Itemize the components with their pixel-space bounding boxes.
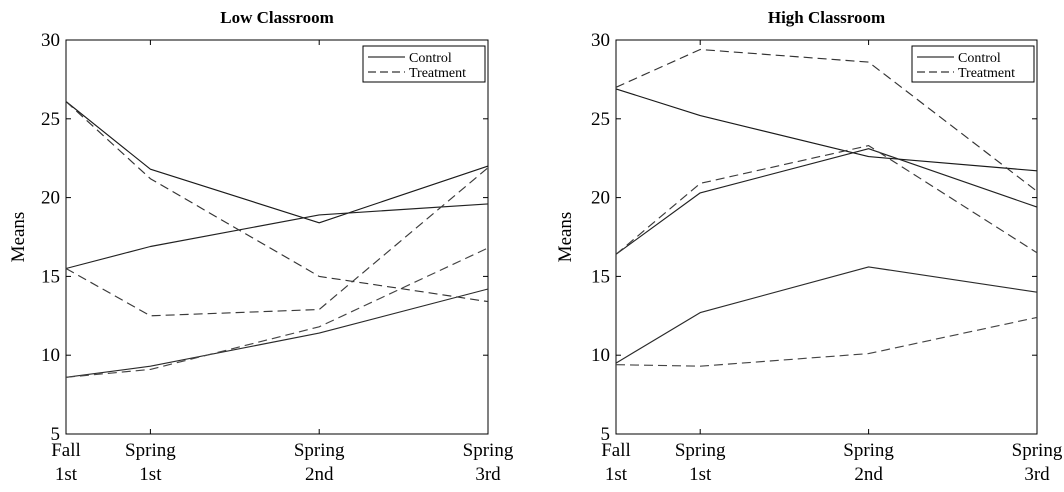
x-tick-label-line1: Spring <box>463 440 514 461</box>
y-tick-label: 25 <box>41 109 60 130</box>
y-tick-label: 15 <box>41 266 60 287</box>
series-line-control-1 <box>65 101 489 224</box>
x-tick-label-line1: Fall <box>601 440 631 461</box>
plot-frame <box>65 39 489 435</box>
series-line-treatment-6 <box>615 316 1038 367</box>
x-tick-label-line2: 1st <box>605 464 628 485</box>
y-tick-label: 5 <box>601 424 611 445</box>
legend-box <box>911 45 1035 83</box>
y-axis-label: Means <box>8 212 29 263</box>
legend-label-treatment: Treatment <box>958 66 1015 81</box>
y-axis-label: Means <box>555 212 576 263</box>
x-tick-label-line1: Spring <box>125 440 176 461</box>
x-tick-label-line1: Spring <box>294 440 345 461</box>
y-tick-label: 15 <box>591 266 610 287</box>
series-line-treatment-5 <box>615 145 1038 255</box>
y-tick-label: 10 <box>591 345 610 366</box>
y-tick-label: 30 <box>41 30 60 51</box>
x-tick-label-line2: 1st <box>689 464 712 485</box>
y-tick-label: 5 <box>51 424 61 445</box>
legend-label-control: Control <box>409 51 452 66</box>
series-line-treatment-4 <box>65 101 489 303</box>
legend-box <box>362 45 486 83</box>
chart-panel-1: Low Classroom 5 10 15 20 25 30 Fall 1st Spring 1st… <box>8 8 514 485</box>
series-line-control-3 <box>615 266 1038 364</box>
legend-label-treatment: Treatment <box>409 66 466 81</box>
x-tick-label-line2: 2nd <box>854 464 883 485</box>
series-line-treatment-6 <box>65 247 489 378</box>
y-tick-label: 20 <box>41 188 60 209</box>
x-tick-label-line2: 1st <box>55 464 78 485</box>
series-line-control-1 <box>615 88 1038 172</box>
chart-panel-2: High Classroom 5 10 15 20 25 30 Fall 1st Spring 1s… <box>555 8 1063 485</box>
y-tick-label: 30 <box>591 30 610 51</box>
x-tick-label-line1: Fall <box>51 440 81 461</box>
y-tick-label: 25 <box>591 109 610 130</box>
plot-frame <box>615 39 1038 435</box>
series-line-control-2 <box>615 148 1038 255</box>
series-line-treatment-4 <box>615 48 1038 192</box>
series-line-control-3 <box>65 288 489 378</box>
x-tick-label-line2: 3rd <box>475 464 501 485</box>
x-tick-label-line1: Spring <box>843 440 894 461</box>
legend-label-control: Control <box>958 51 1001 66</box>
y-tick-label: 10 <box>41 345 60 366</box>
series-line-treatment-5 <box>65 167 489 317</box>
x-tick-label-line2: 2nd <box>305 464 334 485</box>
series-line-control-2 <box>65 203 489 270</box>
x-tick-label-line1: Spring <box>675 440 726 461</box>
x-tick-label-line2: 1st <box>139 464 162 485</box>
chart-title: High Classroom <box>768 8 885 27</box>
y-tick-label: 20 <box>591 188 610 209</box>
x-tick-label-line1: Spring <box>1012 440 1063 461</box>
x-tick-label-line2: 3rd <box>1024 464 1050 485</box>
chart-title: Low Classroom <box>220 8 334 27</box>
